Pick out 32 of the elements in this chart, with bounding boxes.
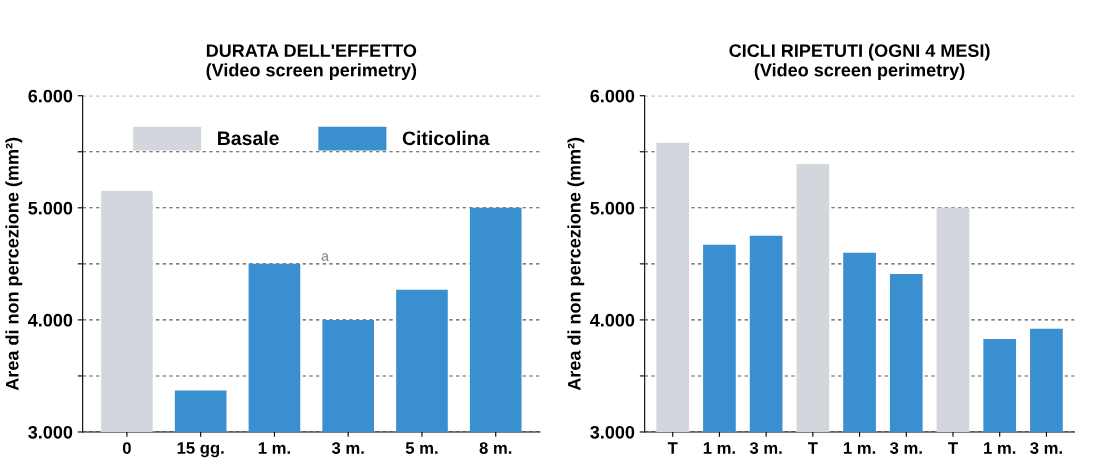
y-axis-title: Area di non percezione (mm²) [567, 137, 585, 391]
legend-label: Citicolina [402, 130, 490, 146]
x-tick-label: T [948, 442, 958, 454]
chart-title: DURATA DELL'EFFETTO [206, 44, 417, 58]
x-tick-label: 15 gg. [177, 442, 224, 458]
x-tick-label: 1 m. [984, 442, 1016, 454]
y-tick-label: 5.000 [590, 201, 635, 215]
x-tick-label: 8 m. [479, 442, 512, 454]
y-tick-label: 4.000 [590, 313, 635, 327]
legend-label: Basale [218, 130, 279, 146]
y-tick-label: 5.000 [28, 201, 73, 215]
x-tick-label: 5 m. [405, 442, 438, 454]
annotation: a [321, 253, 329, 261]
x-tick-label: 3 m. [749, 442, 782, 454]
y-axis-title: Area di non percezione (mm²) [5, 137, 23, 391]
x-tick-label: 3 m. [1030, 442, 1062, 454]
y-tick-label: 6.000 [590, 89, 635, 103]
chart-subtitle: (Video screen perimetry) [754, 63, 965, 81]
y-tick-label: 3.000 [590, 425, 635, 439]
chart-title: CICLI RIPETUTI (OGNI 4 MESI) [729, 43, 990, 61]
y-tick-label: 4.000 [28, 313, 73, 327]
y-tick-label: 6.000 [28, 89, 73, 103]
chart-subtitle: (Video screen perimetry) [206, 63, 417, 81]
x-tick-label: T [807, 442, 818, 454]
x-tick-label: 1 m. [703, 442, 735, 454]
x-tick-label: 1 m. [258, 442, 290, 454]
x-tick-label: 3 m. [889, 442, 922, 454]
x-tick-label: 1 m. [843, 442, 876, 454]
x-tick-label: T [667, 442, 678, 454]
x-tick-label: 3 m. [331, 442, 364, 454]
x-tick-label: 0 [122, 442, 131, 454]
y-tick-label: 3.000 [28, 425, 73, 439]
